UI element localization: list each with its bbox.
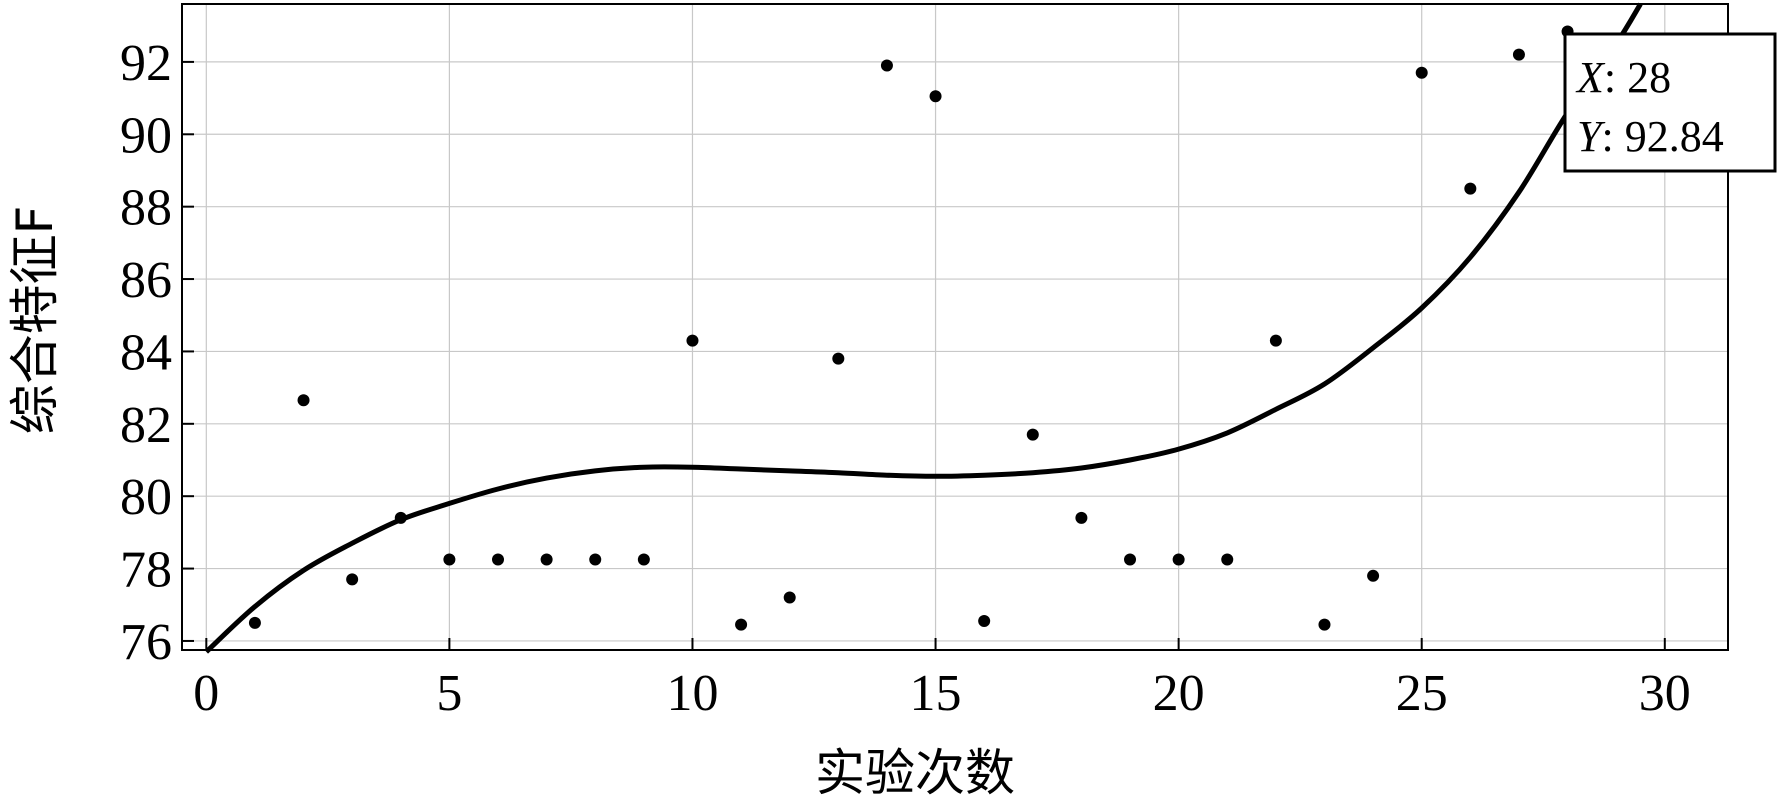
data-point [880, 59, 893, 72]
data-point [1464, 182, 1477, 195]
data-point [1124, 553, 1137, 566]
data-point [248, 616, 261, 629]
data-point [540, 553, 553, 566]
x-tick-label: 30 [1639, 665, 1691, 722]
x-axis-title: 实验次数 [815, 744, 1015, 802]
data-point [589, 553, 602, 566]
x-tick-label: 0 [193, 665, 219, 722]
data-point [735, 618, 748, 631]
y-tick-label: 80 [120, 469, 172, 526]
fit-curve [204, 2, 1643, 654]
y-tick-label: 86 [120, 252, 172, 309]
data-point [443, 553, 456, 566]
data-point [1318, 618, 1331, 631]
datatip-x: X: 28 [1575, 53, 1671, 102]
data-point [492, 553, 505, 566]
axis-ticks [182, 60, 1666, 650]
y-tick-label: 88 [120, 180, 172, 237]
x-tick-label: 5 [436, 665, 462, 722]
data-point [978, 615, 991, 628]
y-tick-label: 84 [120, 324, 172, 381]
datatip-box [1563, 32, 1777, 173]
x-tick-label: 20 [1153, 665, 1205, 722]
y-tick-label: 78 [120, 542, 172, 599]
y-tick-labels: 76 78 80 82 84 86 88 90 92 [120, 35, 172, 671]
datatip-y: Y: 92.84 [1577, 112, 1724, 161]
data-point [637, 553, 650, 566]
y-tick-label: 76 [120, 614, 172, 671]
data-point [1221, 553, 1234, 566]
data-point [394, 511, 407, 524]
data-point [1367, 569, 1380, 582]
data-point [1075, 511, 1088, 524]
x-tick-label: 10 [666, 665, 718, 722]
y-axis-title: 综合特征F [6, 206, 64, 435]
x-tick-label: 15 [910, 665, 962, 722]
data-point [1026, 428, 1039, 441]
data-point [1512, 48, 1525, 61]
x-tick-labels: 0 5 10 15 20 25 30 [193, 665, 1690, 722]
plot-frame [181, 3, 1729, 651]
data-point [929, 90, 942, 103]
y-tick-label: 92 [120, 35, 172, 92]
y-tick-label: 82 [120, 397, 172, 454]
y-tick-label: 90 [120, 107, 172, 164]
data-point [297, 394, 310, 407]
x-tick-label: 25 [1396, 665, 1448, 722]
data-point [686, 334, 699, 347]
data-point [832, 352, 845, 365]
grid [182, 4, 1728, 650]
data-point [1415, 66, 1428, 79]
datatip[interactable]: X: 28 Y: 92.84 [1563, 32, 1777, 173]
data-points [248, 25, 1574, 631]
data-point [346, 573, 359, 586]
data-point [1172, 553, 1185, 566]
data-point [1269, 334, 1282, 347]
data-point [783, 591, 796, 604]
